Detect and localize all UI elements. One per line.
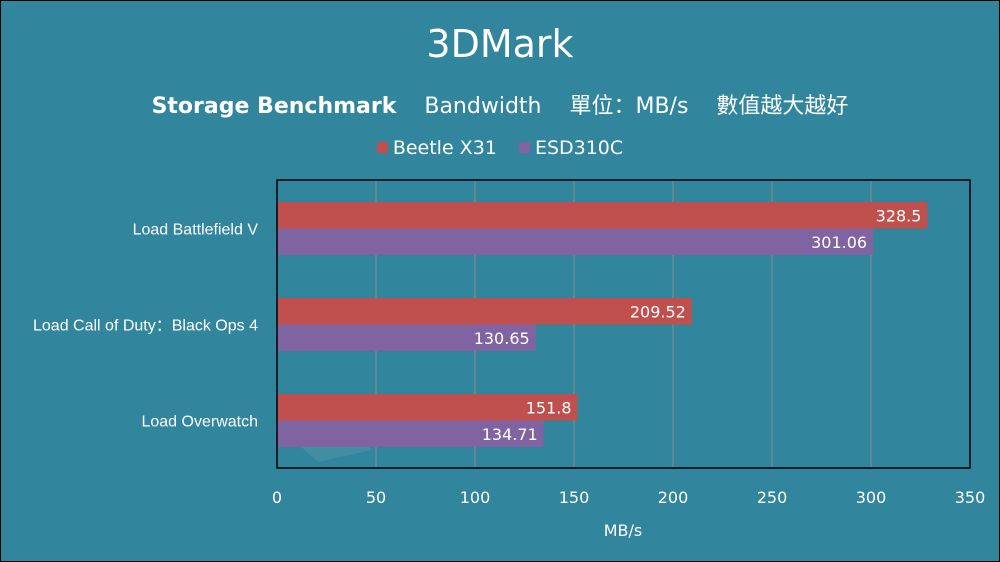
x-tick-label: 350 [955,488,986,507]
category-label: Load Overwatch [141,414,258,431]
x-tick-label: 250 [757,488,788,507]
category-label: Load Call of Duty：Black Ops 4 [33,318,258,335]
data-label: 130.65 [474,329,530,348]
x-tick-label: 150 [559,488,590,507]
subtitle-part: Bandwidth [424,94,542,119]
legend-label: Beetle X31 [392,137,497,159]
x-tick-label: 100 [460,488,491,507]
x-tick-label: 0 [272,488,282,507]
chart-title: 3DMark [426,22,574,66]
data-label: 151.8 [526,398,572,417]
legend-item: ESD310C [518,137,624,159]
bar [277,202,928,229]
legend: Beetle X31 ESD310C [0,137,1000,159]
subtitle-part: Storage Benchmark [151,94,397,119]
x-axis-label: MB/s [604,521,643,540]
bar [277,228,874,255]
chart-subtitle: Storage Benchmark Bandwidth 單位：MB/s 數值越大… [0,88,1000,120]
legend-swatch [518,142,530,153]
x-tick-label: 50 [366,488,386,507]
data-label: 328.5 [876,206,922,225]
legend-item: Beetle X31 [376,137,497,159]
bar [277,394,578,421]
x-tick-label: 200 [658,488,689,507]
bar [277,324,536,351]
bar [277,420,544,447]
data-label: 209.52 [630,302,686,321]
x-tick-label: 300 [856,488,887,507]
data-label: 301.06 [811,233,867,252]
bar [277,298,692,325]
legend-swatch [376,142,388,153]
subtitle-part: 單位：MB/s [569,94,689,119]
category-label: Load Battlefield V [133,222,259,239]
data-label: 134.71 [482,425,538,444]
subtitle-part: 數值越大越好 [716,94,849,119]
legend-label: ESD310C [534,137,624,159]
plot-area-border [276,179,971,469]
